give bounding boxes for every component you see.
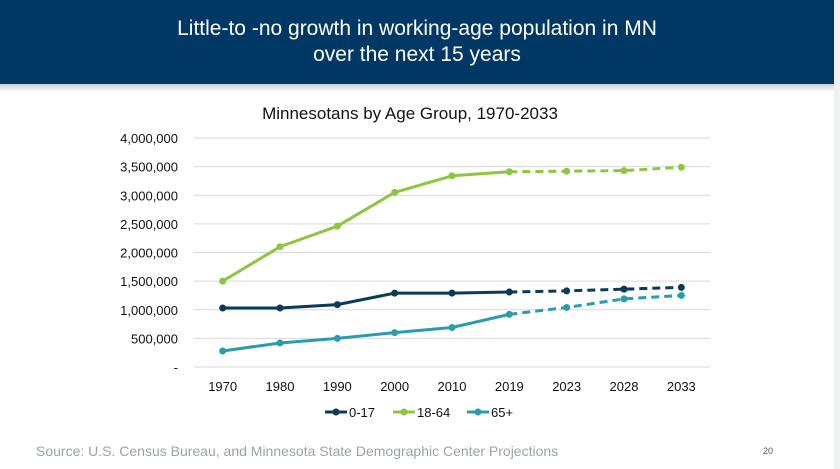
data-point-18-64-1970 <box>219 277 227 285</box>
x-tick-label: 2000 <box>380 379 409 394</box>
x-tick-label: 2010 <box>438 379 467 394</box>
x-tick-label: 1980 <box>266 379 295 394</box>
series-line-0-17-historical <box>222 290 510 310</box>
x-tick-label: 2019 <box>495 379 524 394</box>
slide-title-line-1: Little-to -no growth in working-age popu… <box>177 17 657 40</box>
data-point-18-64-2019 <box>505 168 513 176</box>
y-tick-label: 1,000,000 <box>120 303 178 318</box>
legend-label-0-17: 0-17 <box>349 405 375 420</box>
source-note: Source: U.S. Census Bureau, and Minnesot… <box>36 443 559 459</box>
slide-title-line-2: over the next 15 years <box>313 43 521 66</box>
data-point-18-64-1980 <box>276 243 284 251</box>
page-number: 20 <box>763 446 774 456</box>
y-tick-label: 500,000 <box>131 331 178 346</box>
data-point-0-17-2023 <box>563 287 571 295</box>
y-tick-label: 1,500,000 <box>120 274 178 289</box>
data-point-0-17-2010 <box>448 289 456 297</box>
data-point-0-17-1990 <box>333 301 341 309</box>
series-line-18-64-historical <box>221 170 510 283</box>
slide-edge <box>834 0 840 469</box>
series-line-0-17-projection <box>509 285 682 294</box>
data-point-65+-1980 <box>276 339 284 347</box>
data-point-18-64-2028 <box>620 167 628 175</box>
x-tick-label: 1970 <box>208 379 237 394</box>
data-point-65+-2028 <box>620 295 628 303</box>
data-point-0-17-2033 <box>677 283 685 291</box>
header-divider <box>0 84 834 92</box>
legend: 0-17 18-64 65+ <box>325 405 513 420</box>
data-point-0-17-2028 <box>620 285 628 293</box>
data-point-0-17-1980 <box>276 304 284 312</box>
y-tick-label: 2,000,000 <box>120 246 178 261</box>
data-point-65+-2023 <box>563 303 571 311</box>
legend-marker-65+ <box>474 408 482 416</box>
data-point-65+-2019 <box>505 310 513 318</box>
data-point-18-64-2010 <box>448 172 456 180</box>
legend-label-18-64: 18-64 <box>417 405 450 420</box>
x-tick-label: 2023 <box>552 379 581 394</box>
legend-marker-18-64 <box>400 408 408 416</box>
data-point-65+-1970 <box>219 347 227 355</box>
series-points <box>219 163 685 355</box>
x-axis-ticks: 1970 1980 1990 2000 2010 2019 2023 2028 2033 <box>208 379 696 394</box>
data-point-65+-2000 <box>391 329 399 337</box>
y-tick-label: 3,500,000 <box>120 160 178 175</box>
chart-title: Minnesotans by Age Group, 1970-2033 <box>262 104 558 123</box>
data-point-18-64-1990 <box>333 222 341 230</box>
y-tick-label: - <box>174 360 178 375</box>
data-point-0-17-2019 <box>505 288 513 296</box>
gridlines <box>194 137 710 368</box>
data-point-18-64-2023 <box>563 167 571 175</box>
series-line-18-64-projection <box>509 165 682 174</box>
data-point-65+-2010 <box>448 323 456 331</box>
y-tick-label: 4,000,000 <box>120 131 178 146</box>
x-tick-label: 2033 <box>667 379 696 394</box>
series-line-65+-historical <box>222 312 510 353</box>
y-axis-ticks: - 500,000 1,000,000 1,500,000 2,000,000 2,500… <box>120 131 178 375</box>
series-lines <box>221 165 682 353</box>
data-point-65+-2033 <box>677 291 685 299</box>
x-tick-label: 2028 <box>610 379 639 394</box>
slide-header: Little-to -no growth in working-age popu… <box>0 0 834 84</box>
data-point-18-64-2033 <box>677 163 685 171</box>
data-point-0-17-2000 <box>391 289 399 297</box>
legend-marker-0-17 <box>332 408 340 416</box>
data-point-18-64-2000 <box>391 188 399 196</box>
y-tick-label: 3,000,000 <box>120 188 178 203</box>
x-tick-label: 1990 <box>323 379 352 394</box>
data-point-0-17-1970 <box>219 304 227 312</box>
legend-label-65+: 65+ <box>491 405 513 420</box>
series-line-65+-projection <box>509 293 682 316</box>
y-tick-label: 2,500,000 <box>120 217 178 232</box>
data-point-65+-1990 <box>333 334 341 342</box>
